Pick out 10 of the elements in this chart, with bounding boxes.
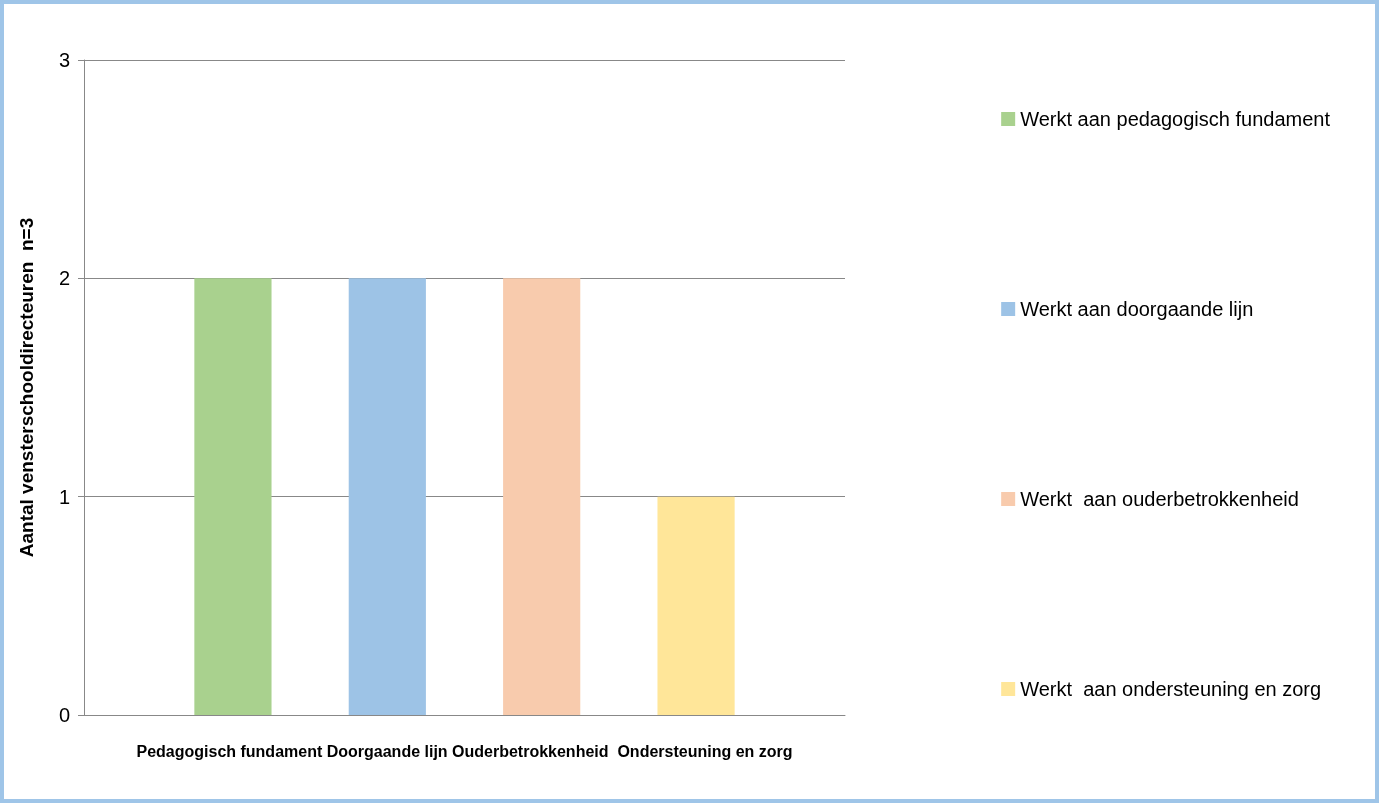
y-tick-label: 3 xyxy=(58,49,70,71)
y-axis-title: Aantal vensterschooldirecteuren n=3 xyxy=(16,217,37,558)
y-tick-label: 1 xyxy=(58,485,70,508)
legend-label: Werkt aan doorgaande lijn xyxy=(1020,298,1254,320)
x-tick-label: Pedagogisch fundament Doorgaande lijn Ouderbetrokkenheid Ondersteuning en zorg xyxy=(136,742,793,760)
legend-label: Werkt aan pedagogisch fundament xyxy=(1020,108,1331,130)
y-tick-label: 2 xyxy=(58,267,70,290)
legend-label: Werkt aan ondersteuning en zorg xyxy=(1020,678,1322,700)
legend-label: Werkt aan ouderbetrokkenheid xyxy=(1020,488,1299,510)
y-tick-label: 0 xyxy=(58,704,70,726)
